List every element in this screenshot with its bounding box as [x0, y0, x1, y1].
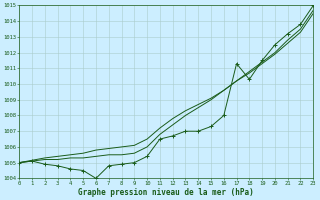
X-axis label: Graphe pression niveau de la mer (hPa): Graphe pression niveau de la mer (hPa)	[78, 188, 254, 197]
